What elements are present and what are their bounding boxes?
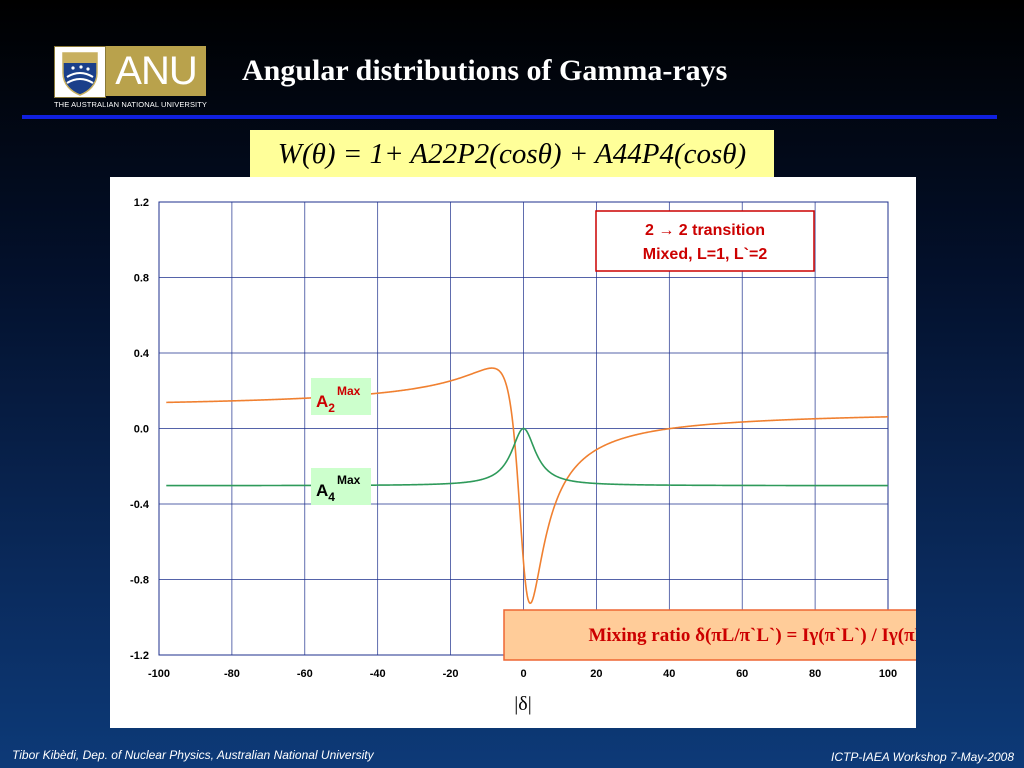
a2-label-box bbox=[311, 378, 371, 415]
x-tick-label: -100 bbox=[148, 668, 170, 680]
y-tick-label: 1.2 bbox=[134, 197, 149, 209]
angular-distribution-chart: -100 -80 -60 -40 -20 0 20 40 60 80 100 1.2 0.8 0.4 0.0… bbox=[130, 197, 916, 715]
slide-title: Angular distributions of Gamma-rays bbox=[242, 54, 728, 87]
x-tick-label: 80 bbox=[809, 668, 821, 680]
logo-wordmark: ANU bbox=[106, 46, 206, 96]
y-tick-label: -0.8 bbox=[130, 575, 149, 587]
x-tick-label: 0 bbox=[520, 668, 526, 680]
title-divider bbox=[22, 115, 997, 119]
logo-subtitle: THE AUSTRALIAN NATIONAL UNIVERSITY bbox=[54, 100, 208, 109]
transition-label-line2: Mixed, L=1, L`=2 bbox=[643, 246, 768, 263]
footer-author: Tibor Kibèdi, Dep. of Nuclear Physics, A… bbox=[12, 748, 374, 762]
plot-area: -100 -80 -60 -40 -20 0 20 40 60 80 100 1.2 0.8 0.4 0.0… bbox=[110, 177, 916, 728]
x-axis-label: |δ| bbox=[514, 693, 531, 715]
transition-box bbox=[595, 210, 815, 272]
angular-distribution-formula: W(θ) = 1+ A22P2(cosθ) + A44P4(cosθ) bbox=[250, 130, 774, 178]
a2-series-line bbox=[166, 367, 889, 605]
y-tick-label: -0.4 bbox=[130, 499, 150, 511]
y-tick-label: 0.4 bbox=[134, 348, 150, 360]
x-tick-label: -80 bbox=[224, 668, 240, 680]
mixing-ratio-label: Mixing ratio δ(πL/π`L`) = Iγ(π`L`) / Iγ(… bbox=[588, 625, 916, 646]
x-tick-label: 60 bbox=[736, 668, 748, 680]
formula-text: W(θ) = 1+ A22P2(cosθ) + A44P4(cosθ) bbox=[277, 138, 747, 170]
a2-series-label: A2Max bbox=[316, 384, 361, 415]
y-tick-label: 0.8 bbox=[134, 273, 149, 285]
x-tick-label: 40 bbox=[663, 668, 675, 680]
chart-series bbox=[166, 367, 889, 605]
x-tick-label: -20 bbox=[443, 668, 459, 680]
anu-logo: ANU THE AUSTRALIAN NATIONAL UNIVERSITY bbox=[52, 44, 208, 112]
y-tick-label: -1.2 bbox=[130, 650, 149, 662]
a4-series-label: A4Max bbox=[316, 473, 361, 504]
a4-label-box bbox=[311, 468, 371, 505]
crest-icon bbox=[54, 46, 106, 98]
chart-ticks: -100 -80 -60 -40 -20 0 20 40 60 80 100 1.2 0.8 0.4 0.0… bbox=[130, 197, 897, 680]
x-tick-label: -40 bbox=[370, 668, 386, 680]
transition-label-line1: 2 → 2 transition bbox=[645, 222, 765, 239]
footer-event: ICTP-IAEA Workshop 7-May-2008 bbox=[831, 750, 1014, 764]
x-tick-label: -60 bbox=[297, 668, 313, 680]
mixing-ratio-box bbox=[503, 609, 916, 661]
a4-series-line bbox=[166, 427, 888, 487]
x-tick-label: 20 bbox=[590, 668, 602, 680]
y-tick-label: 0.0 bbox=[134, 424, 149, 436]
x-tick-label: 100 bbox=[879, 668, 897, 680]
